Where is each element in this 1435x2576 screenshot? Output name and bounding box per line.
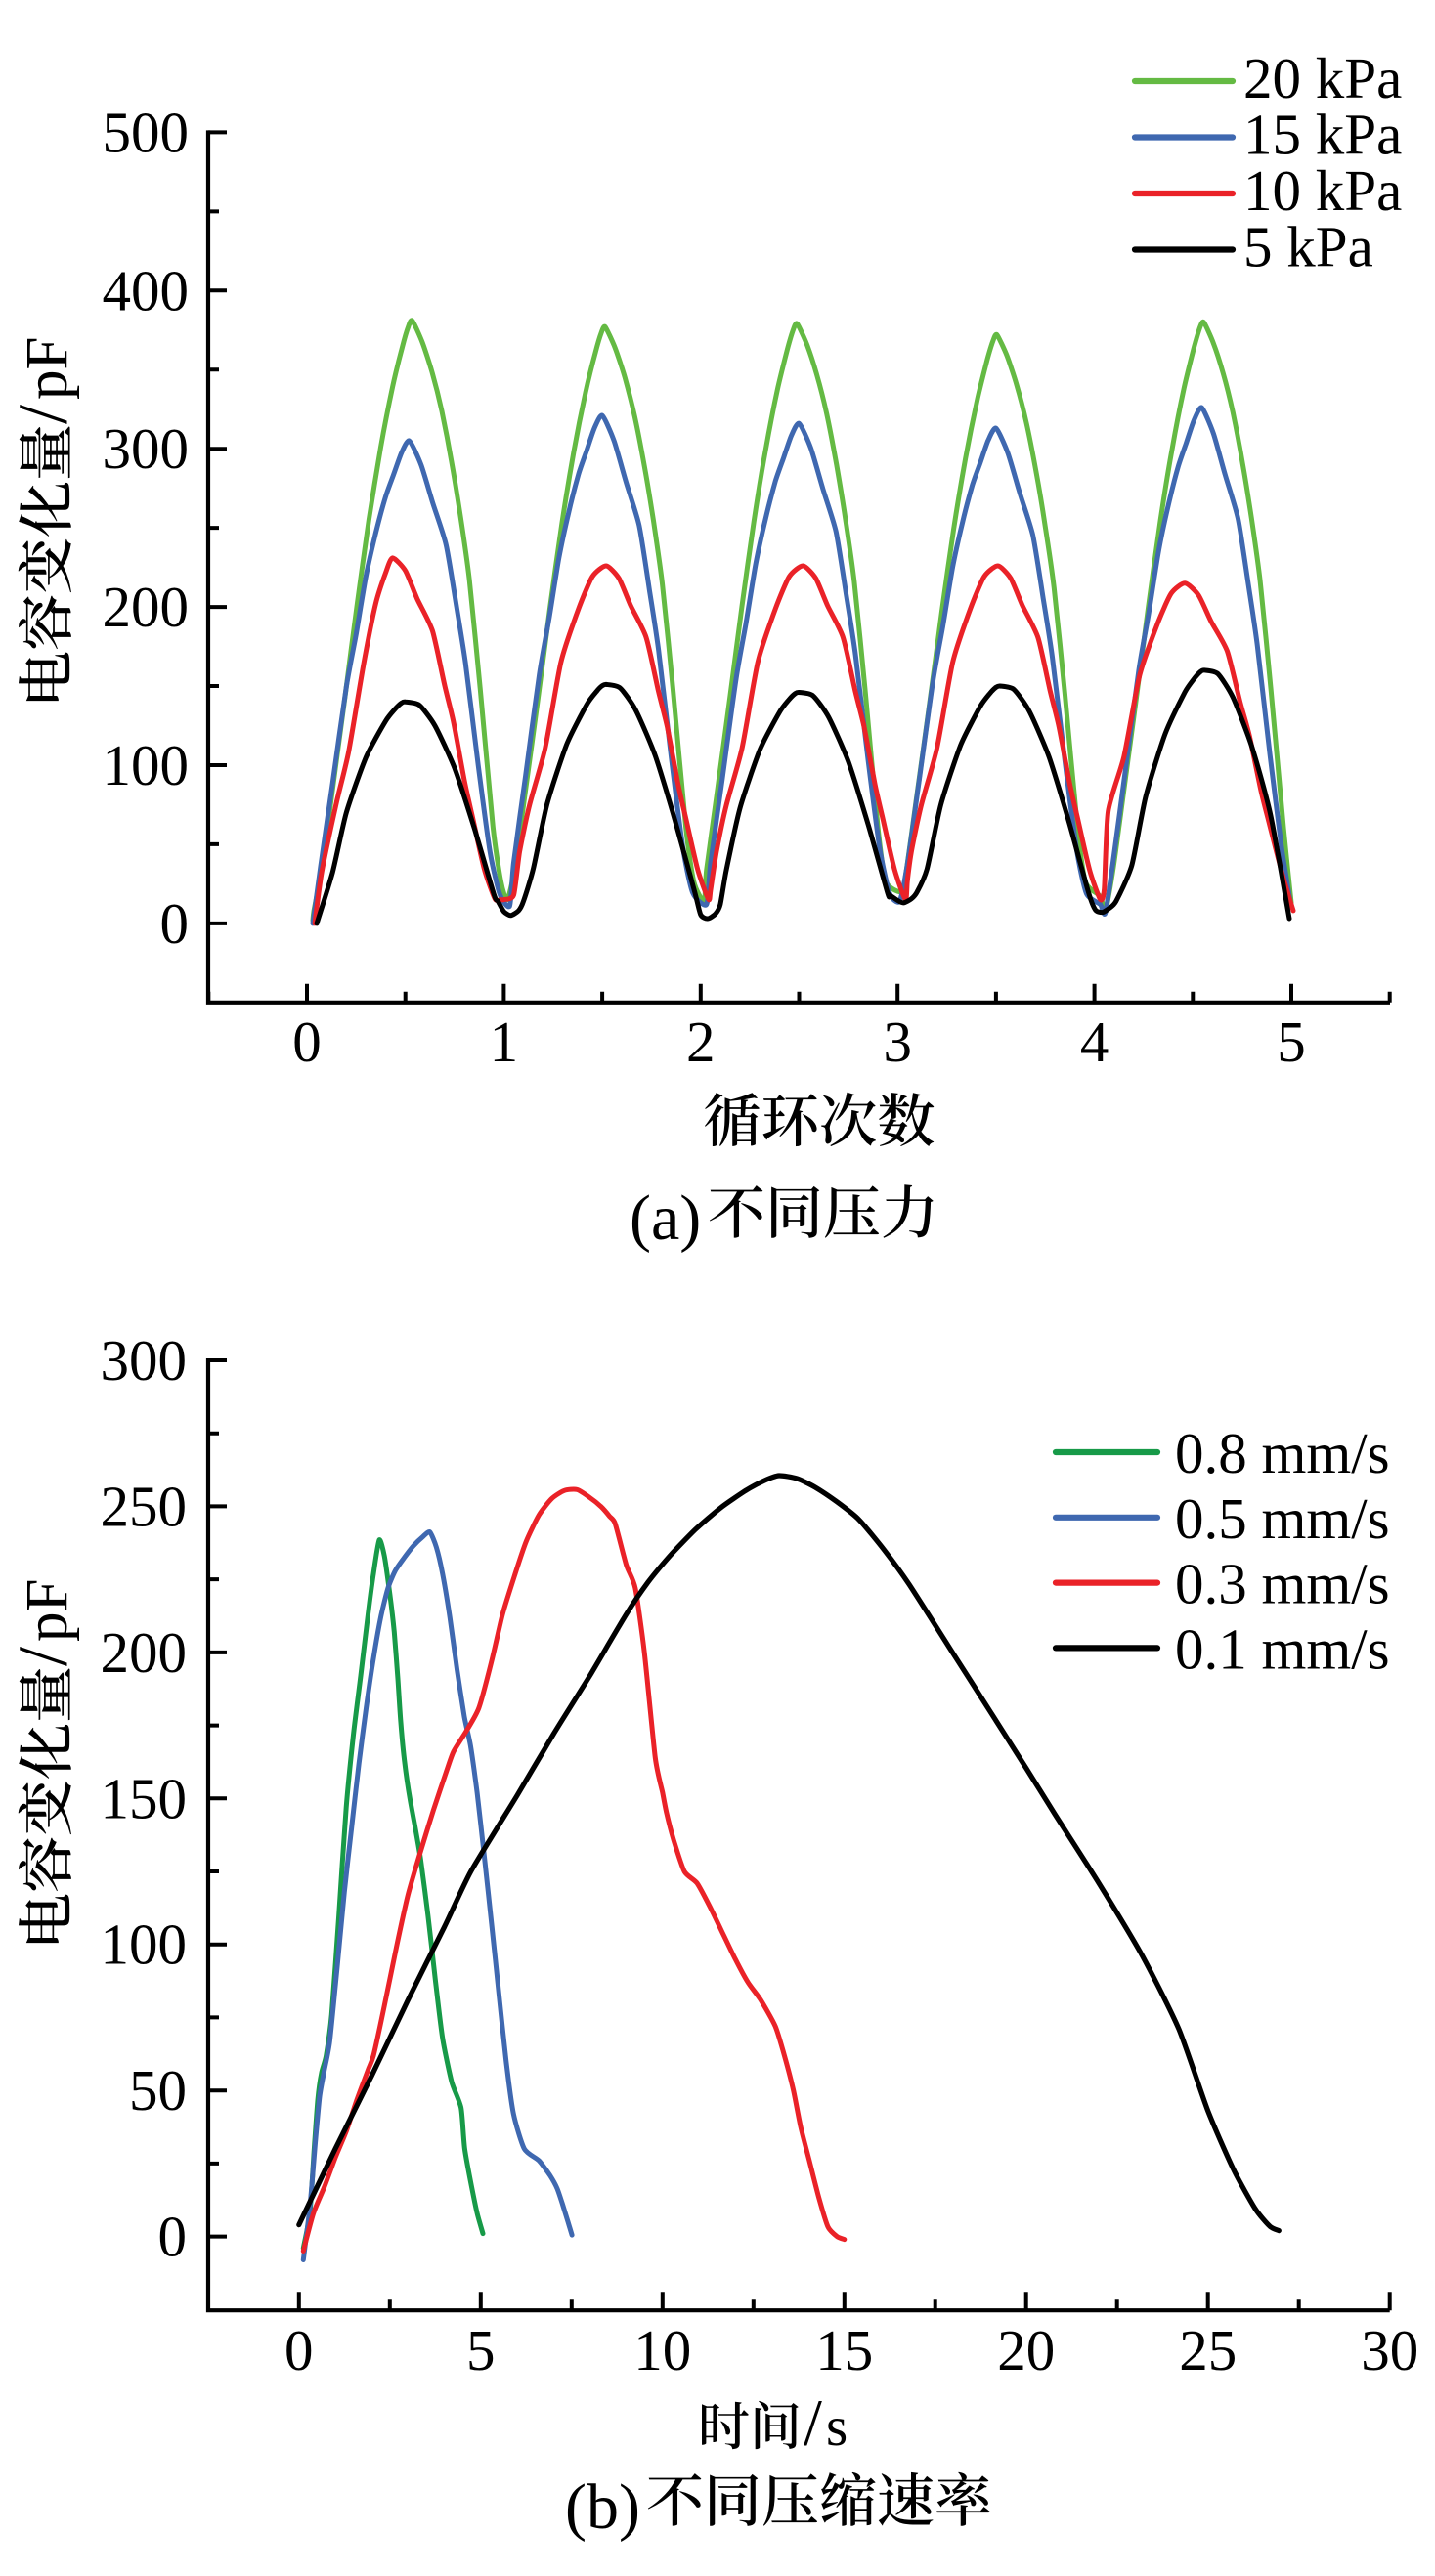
- svg-text:0.8 mm/s: 0.8 mm/s: [1175, 1421, 1390, 1485]
- svg-text:/: /: [4, 405, 82, 424]
- svg-text:100: 100: [103, 733, 190, 797]
- svg-text:300: 300: [103, 416, 190, 481]
- svg-text:0: 0: [160, 891, 190, 956]
- svg-text:10: 10: [633, 2318, 691, 2383]
- svg-text:20: 20: [997, 2318, 1055, 2383]
- svg-text:pF: pF: [15, 1579, 80, 1642]
- svg-text:0: 0: [284, 2318, 314, 2383]
- svg-text:50: 50: [129, 2058, 187, 2123]
- svg-text:0: 0: [158, 2205, 188, 2269]
- svg-text:0.1 mm/s: 0.1 mm/s: [1175, 1616, 1390, 1681]
- svg-text:1: 1: [490, 1009, 519, 1074]
- svg-text:pF: pF: [15, 337, 80, 400]
- svg-text:4: 4: [1080, 1009, 1109, 1074]
- svg-text:(a): (a): [630, 1182, 701, 1254]
- svg-text:2: 2: [686, 1009, 716, 1074]
- svg-text:250: 250: [101, 1474, 188, 1538]
- svg-text:400: 400: [103, 258, 190, 322]
- svg-text:s: s: [826, 2396, 848, 2458]
- svg-text:15: 15: [815, 2318, 873, 2383]
- svg-text:/: /: [804, 2385, 822, 2460]
- svg-text:500: 500: [103, 100, 190, 164]
- svg-text:150: 150: [101, 1766, 188, 1830]
- svg-text:/: /: [4, 1647, 82, 1666]
- svg-text:0.5 mm/s: 0.5 mm/s: [1175, 1486, 1390, 1551]
- svg-text:20 kPa: 20 kPa: [1243, 46, 1402, 110]
- svg-text:10 kPa: 10 kPa: [1243, 158, 1402, 223]
- svg-text:5: 5: [1277, 1009, 1306, 1074]
- svg-text:100: 100: [101, 1912, 188, 1977]
- svg-text:0: 0: [292, 1009, 322, 1074]
- svg-text:25: 25: [1179, 2318, 1237, 2383]
- svg-text:200: 200: [101, 1620, 188, 1685]
- svg-text:(b): (b): [565, 2471, 640, 2543]
- svg-text:0.3 mm/s: 0.3 mm/s: [1175, 1552, 1390, 1616]
- svg-text:5: 5: [466, 2318, 496, 2383]
- svg-text:5 kPa: 5 kPa: [1243, 215, 1373, 279]
- svg-text:300: 300: [101, 1328, 188, 1393]
- svg-text:15 kPa: 15 kPa: [1243, 103, 1402, 167]
- svg-text:30: 30: [1361, 2318, 1418, 2383]
- svg-text:3: 3: [883, 1009, 912, 1074]
- svg-text:200: 200: [103, 575, 190, 639]
